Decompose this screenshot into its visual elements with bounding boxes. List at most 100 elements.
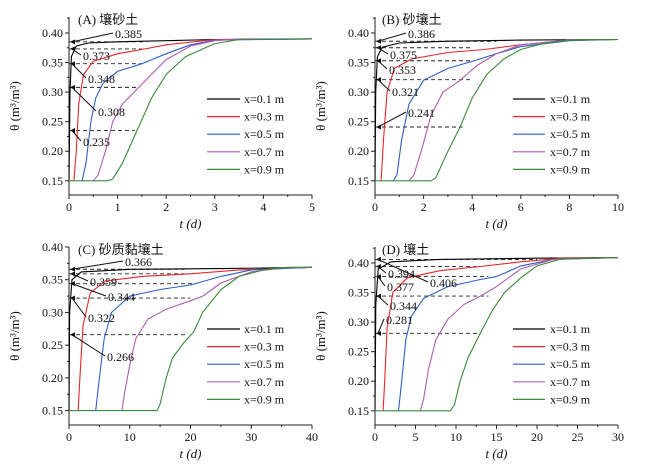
x-tick-label: 15 (491, 430, 503, 444)
arrowhead-icon (376, 330, 381, 336)
arrowhead-icon (70, 84, 75, 90)
legend-label: x=0.1 m (244, 322, 285, 336)
legend-label: x=0.9 m (244, 392, 285, 406)
y-tick-label: 0.20 (42, 144, 63, 158)
series-line-x03m (73, 38, 313, 181)
x-tick-label: 20 (185, 430, 197, 444)
annotation-label: 0.353 (389, 63, 416, 77)
x-tick-label: 30 (245, 430, 257, 444)
series-line-x01m (374, 257, 619, 411)
y-tick-label: 0.40 (348, 26, 369, 40)
y-tick-label: 0.20 (348, 144, 369, 158)
arrowhead-icon (70, 128, 75, 134)
arrowhead-icon (376, 38, 381, 44)
annotation-label: 0.385 (115, 27, 142, 41)
series-line-x09m (375, 38, 619, 182)
series-line-x07m (92, 38, 312, 182)
annotation-label: 0.321 (392, 85, 419, 99)
legend-label: x=0.7 m (244, 375, 285, 389)
x-tick-label: 3 (212, 200, 218, 214)
x-tick-label: 25 (572, 430, 584, 444)
x-tick-label: 4 (260, 200, 266, 214)
series-line-x09m (375, 257, 619, 412)
y-tick-label: 0.35 (348, 56, 369, 70)
x-tick-label: 5 (413, 430, 419, 444)
x-tick-label: 0 (372, 200, 378, 214)
panel-title: (B) 砂壤土 (382, 12, 442, 27)
legend-label: x=0.7 m (550, 145, 591, 159)
x-tick-label: 5 (309, 200, 315, 214)
y-tick-label: 0.35 (42, 273, 63, 287)
x-tick-label: 30 (612, 430, 624, 444)
arrowhead-icon (376, 256, 381, 262)
annotation-arrow (71, 32, 114, 43)
annotation-arrow (71, 63, 87, 79)
legend-label: x=0.3 m (550, 110, 591, 124)
annotation-label: 0.266 (107, 350, 134, 364)
annotation-label: 0.322 (88, 311, 115, 325)
legend-label: x=0.1 m (550, 322, 591, 336)
series-line-x07m (408, 38, 619, 182)
x-tick-label: 2 (163, 200, 169, 214)
y-tick-label: 0.15 (42, 404, 63, 418)
x-axis-label: t (d) (485, 216, 507, 231)
series-line-x01m (68, 266, 313, 411)
x-tick-label: 0 (66, 200, 72, 214)
annotation-label: 0.377 (387, 280, 414, 294)
legend-label: x=0.5 m (550, 127, 591, 141)
y-tick-label: 0.40 (348, 256, 369, 270)
panel-d: 0 5 10 15 20 25 30 0.15 0.20 0.25 0.30 0.35 0.40 t (d… (313, 242, 624, 461)
annotation-label: 0.373 (83, 49, 110, 63)
series-line-x03m (382, 257, 619, 411)
panel-title: (A) 壤砂土 (78, 12, 138, 27)
series-line-x01m (68, 38, 313, 181)
annotation-label: 0.344 (390, 299, 417, 313)
series-line-x01m (374, 38, 619, 181)
annotation-arrow (377, 318, 385, 334)
annotation-arrow (377, 111, 407, 128)
annotation-label: 0.348 (88, 72, 115, 86)
y-tick-label: 0.15 (348, 174, 369, 188)
series-line-x05m (397, 257, 619, 411)
panel-b: 0 2 4 6 8 10 0.15 0.20 0.25 0.30 0.35 0.40 t (d) θ (m… (313, 12, 624, 231)
panel-a: 0 1 2 3 4 5 0.15 0.20 0.25 0.30 0.35 0.40 t (d) θ (m³… (7, 12, 315, 231)
legend-label: x=0.3 m (244, 110, 285, 124)
y-tick-label: 0.30 (42, 85, 63, 99)
annotation-label: 0.375 (390, 48, 417, 62)
y-tick-label: 0.25 (42, 115, 63, 129)
arrowhead-icon (70, 271, 75, 277)
series-line-x05m (81, 38, 313, 181)
y-tick-label: 0.40 (42, 26, 63, 40)
panel-c: 0 10 20 30 40 0.15 0.20 0.25 0.30 0.35 0.40 t (d) θ … (7, 240, 318, 461)
annotation-label: 0.235 (83, 135, 110, 149)
annotation-arrow (71, 297, 87, 318)
annotation-arrow (71, 283, 107, 297)
y-axis-label: θ (m³/m³) (313, 81, 328, 131)
series-line-x07m (419, 257, 619, 411)
legend-label: x=0.9 m (244, 162, 285, 176)
arrowhead-icon (376, 77, 381, 83)
annotation-label: 0.386 (408, 27, 435, 41)
x-tick-label: 10 (450, 430, 462, 444)
x-tick-label: 40 (306, 430, 318, 444)
y-tick-label: 0.25 (42, 338, 63, 352)
series-line-x03m (77, 266, 313, 411)
legend-label: x=0.1 m (244, 92, 285, 106)
legend-label: x=0.7 m (550, 375, 591, 389)
x-tick-label: 10 (612, 200, 624, 214)
annotation-label: 0.406 (430, 276, 457, 290)
legend-label: x=0.5 m (244, 357, 285, 371)
arrowhead-icon (376, 45, 381, 51)
series-line-x09m (69, 266, 312, 412)
y-tick-label: 0.15 (42, 174, 63, 188)
arrowhead-icon (70, 46, 75, 52)
legend-label: x=0.9 m (550, 392, 591, 406)
legend-label: x=0.5 m (244, 127, 285, 141)
annotation-label: 0.394 (388, 267, 415, 281)
x-tick-label: 1 (115, 200, 121, 214)
arrowhead-icon (70, 39, 75, 45)
x-axis-label: t (d) (179, 446, 201, 461)
x-axis-label: t (d) (179, 216, 201, 231)
y-axis-label: θ (m³/m³) (7, 311, 22, 361)
